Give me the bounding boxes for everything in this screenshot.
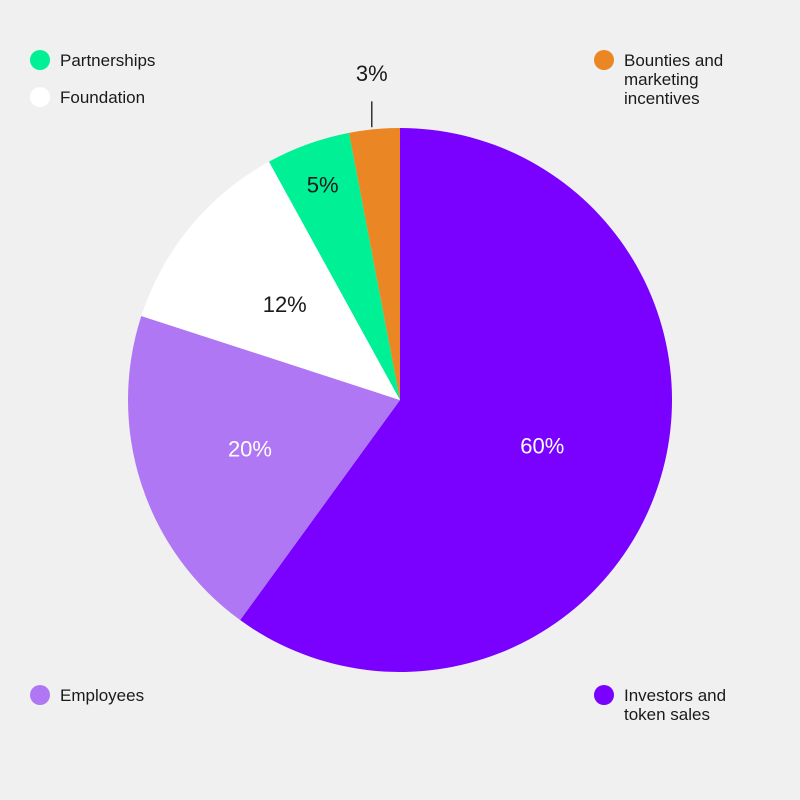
legend-marker-foundation xyxy=(30,87,50,107)
pie-slices xyxy=(127,128,673,673)
legend-label-partnerships: Partnerships xyxy=(60,51,156,70)
legend-item-bounties: Bounties and marketing incentives xyxy=(594,50,724,108)
legend-label-bounties: Bounties and marketing incentives xyxy=(624,51,724,108)
slice-label-partnerships: 5% xyxy=(307,173,339,198)
pie-slice-investors-and-token-sales xyxy=(240,128,673,673)
slice-label-foundation: 12% xyxy=(263,292,307,317)
pie-slice-employees xyxy=(127,315,400,621)
legend-marker-bounties xyxy=(594,50,614,70)
pie-slice-labels: 60% 20% 12% 5% 3% xyxy=(228,61,564,461)
legend-marker-employees xyxy=(30,685,50,705)
slice-label-employees: 20% xyxy=(228,436,272,461)
legend-marker-investors xyxy=(594,685,614,705)
legend-item-partnerships: Partnerships xyxy=(30,50,156,70)
legend-marker-partnerships xyxy=(30,50,50,70)
legend-label-employees: Employees xyxy=(60,686,145,705)
slice-label-investors-and-token-sales: 60% xyxy=(520,434,564,459)
legend-label-investors: Investors and token sales xyxy=(624,686,727,724)
pie-slice-partnerships xyxy=(268,132,400,400)
legend-item-employees: Employees xyxy=(30,685,145,705)
pie-slice-bounties-and-marketing-incentives xyxy=(349,128,400,400)
slice-label-bounties-and-marketing-incentives: 3% xyxy=(356,61,388,86)
legend-item-investors: Investors and token sales xyxy=(594,685,727,724)
pie-slice-foundation xyxy=(141,161,400,400)
legend-label-foundation: Foundation xyxy=(60,88,146,107)
legend-item-foundation: Foundation xyxy=(30,87,146,107)
